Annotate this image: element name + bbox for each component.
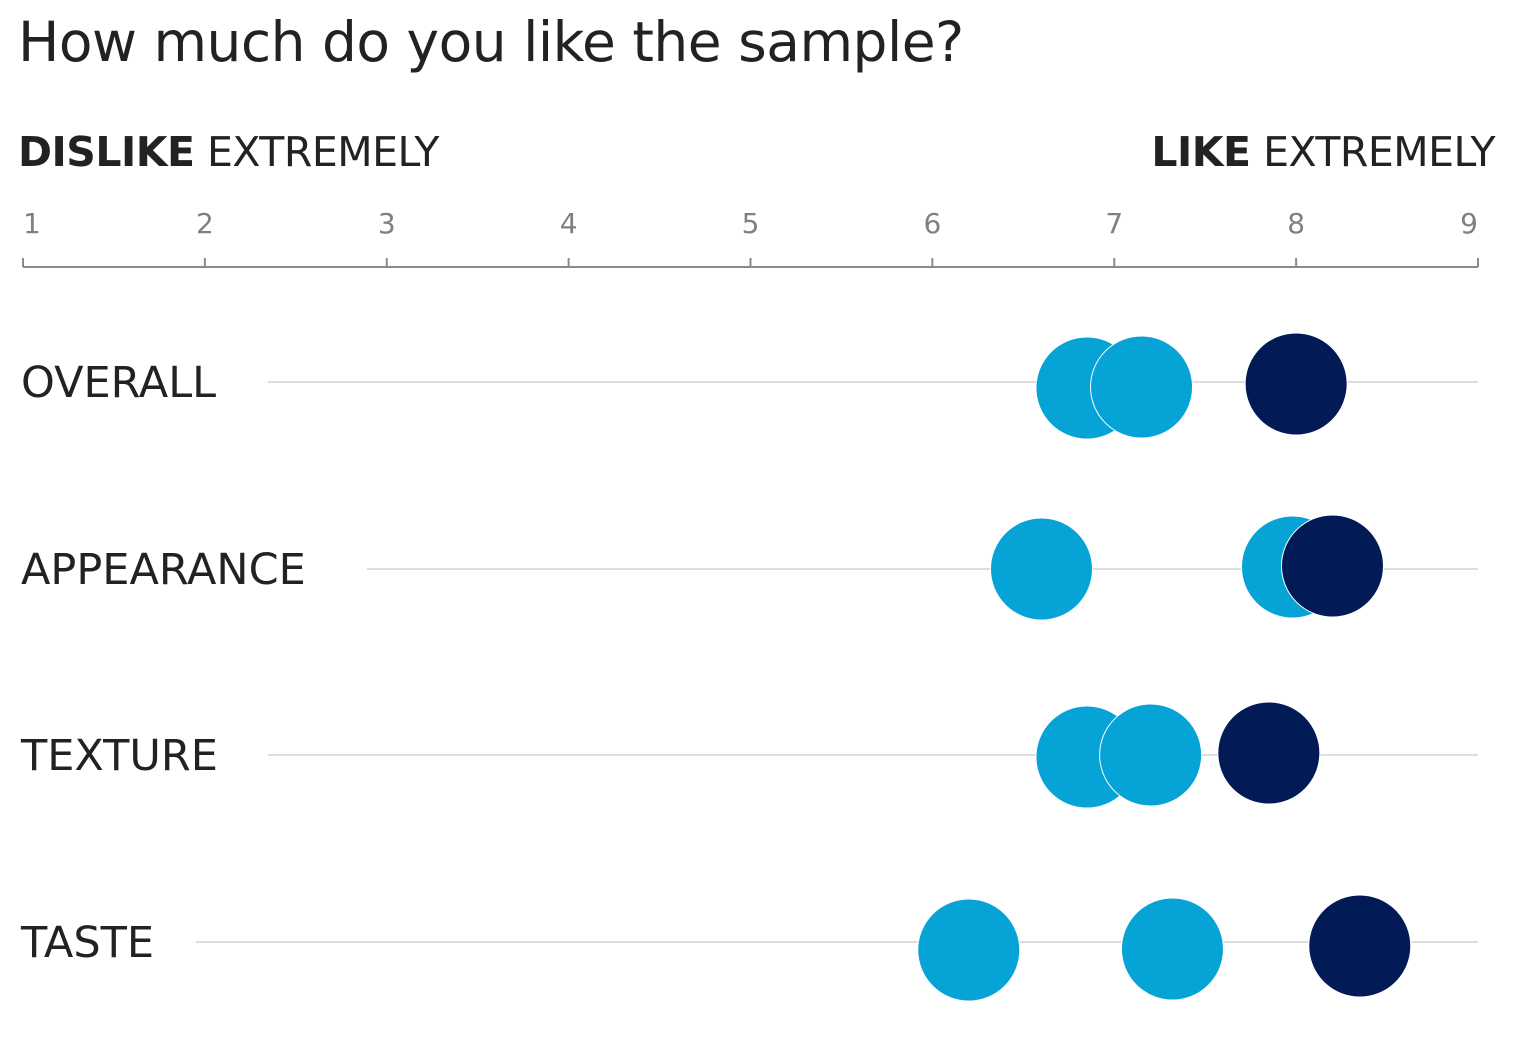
data-point [990, 517, 1093, 621]
page-title: How much do you like the sample? [18, 10, 964, 74]
x-tick-label: 1 [23, 207, 41, 240]
row-label: OVERALL [21, 358, 216, 408]
x-tick-label: 5 [742, 207, 760, 240]
scale-label-like-strong: LIKE [1151, 128, 1251, 176]
category-rows: OVERALL APPEARANCE TEXTURE TASTE [20, 358, 1478, 968]
row-label: APPEARANCE [21, 545, 306, 595]
scale-label-like-regular: EXTREMELY [1263, 128, 1495, 176]
scale-label-dislike-extremely: DISLIKE EXTREMELY [18, 128, 439, 176]
row-label: TEXTURE [20, 731, 218, 781]
x-tick-label: 2 [196, 207, 214, 240]
data-point [1281, 514, 1384, 618]
data-point [1099, 703, 1203, 807]
data-point [1120, 897, 1224, 1001]
data-points [917, 332, 1412, 1002]
x-tick-label: 9 [1460, 207, 1478, 240]
data-point [917, 898, 1021, 1002]
x-tick-label: 8 [1287, 207, 1305, 240]
x-tick-label: 3 [378, 207, 396, 240]
x-tick-label: 7 [1105, 207, 1123, 240]
scale-label-dislike-strong: DISLIKE [18, 128, 195, 176]
x-axis: 1 2 3 4 5 6 7 8 9 [22, 207, 1479, 268]
data-point [1244, 332, 1348, 436]
x-tick-label: 6 [923, 207, 941, 240]
x-tick-label: 4 [560, 207, 578, 240]
data-point [1090, 335, 1194, 439]
data-point [1217, 701, 1321, 805]
data-point [1308, 894, 1412, 998]
scale-label-dislike-regular: EXTREMELY [207, 128, 439, 176]
row-label: TASTE [20, 918, 154, 968]
scale-label-like-extremely: LIKE EXTREMELY [1151, 128, 1495, 176]
